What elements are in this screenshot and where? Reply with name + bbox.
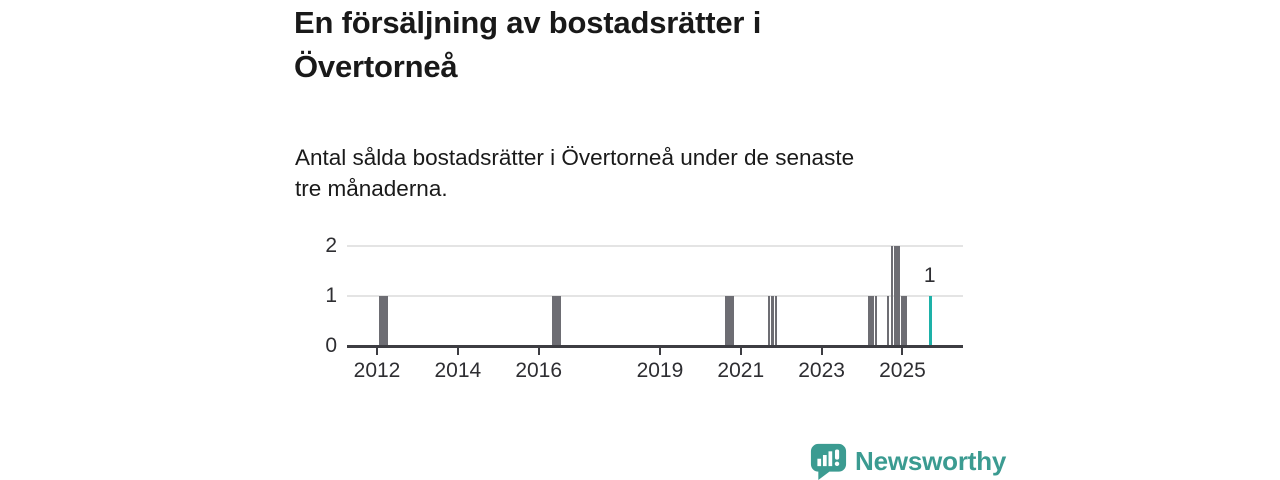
x-tick-label: 2016 <box>515 359 563 382</box>
bar <box>379 295 382 346</box>
chart-title-line-2: Övertorneå <box>294 49 458 84</box>
chart-title: En försäljning av bostadsrätter i Överto… <box>294 1 934 89</box>
bar-chart-speech-bubble-icon <box>810 443 847 480</box>
bar <box>874 295 878 346</box>
bar <box>868 295 871 346</box>
x-tick-label: 2025 <box>879 359 926 382</box>
y-tick-label: 1 <box>325 283 337 307</box>
bar <box>886 295 890 346</box>
chart-subtitle-line-1: Antal sålda bostadsrätter i Övertorneå u… <box>295 145 855 170</box>
bar <box>555 295 558 346</box>
bar <box>771 295 774 346</box>
x-axis-line <box>347 345 963 348</box>
axis-tick <box>658 348 661 355</box>
x-tick-label: 2019 <box>636 359 684 382</box>
bar <box>871 295 874 346</box>
bar <box>728 295 731 346</box>
bar <box>904 295 908 346</box>
x-tick-label: 2014 <box>434 359 482 382</box>
bar <box>731 295 735 346</box>
axis-tick <box>537 348 540 355</box>
highlight-value-label: 1 <box>923 264 936 287</box>
x-tick-label: 2021 <box>717 359 765 382</box>
x-tick-label: 2012 <box>353 359 401 382</box>
bar <box>725 295 728 346</box>
newsworthy-wordmark: Newsworthy <box>855 445 1007 476</box>
highlight-bar <box>928 295 933 346</box>
bar <box>558 295 562 346</box>
chart-subtitle: Antal sålda bostadsrätter i Övertorneå u… <box>295 142 975 204</box>
y-tick-label: 2 <box>325 233 337 257</box>
bar <box>774 295 778 346</box>
axis-tick <box>739 348 742 355</box>
chart-title-line-1: En försäljning av bostadsrätter i <box>294 5 762 40</box>
axis-tick <box>820 348 823 355</box>
bar <box>901 295 904 346</box>
axis-tick <box>901 348 904 355</box>
bar <box>385 295 389 346</box>
gridline <box>347 244 963 247</box>
gridline <box>347 294 963 297</box>
bar <box>893 245 897 346</box>
bar <box>552 295 555 346</box>
axis-tick <box>456 348 459 355</box>
bar <box>382 295 385 346</box>
x-tick-label: 2023 <box>798 359 845 382</box>
bar <box>767 295 771 346</box>
chart-subtitle-line-2: tre månaderna. <box>295 176 448 201</box>
y-tick-label: 0 <box>325 334 337 357</box>
bar <box>890 245 894 346</box>
bar <box>897 245 900 346</box>
axis-tick <box>376 348 378 355</box>
newsworthy-logo: Newsworthy <box>810 442 1006 480</box>
